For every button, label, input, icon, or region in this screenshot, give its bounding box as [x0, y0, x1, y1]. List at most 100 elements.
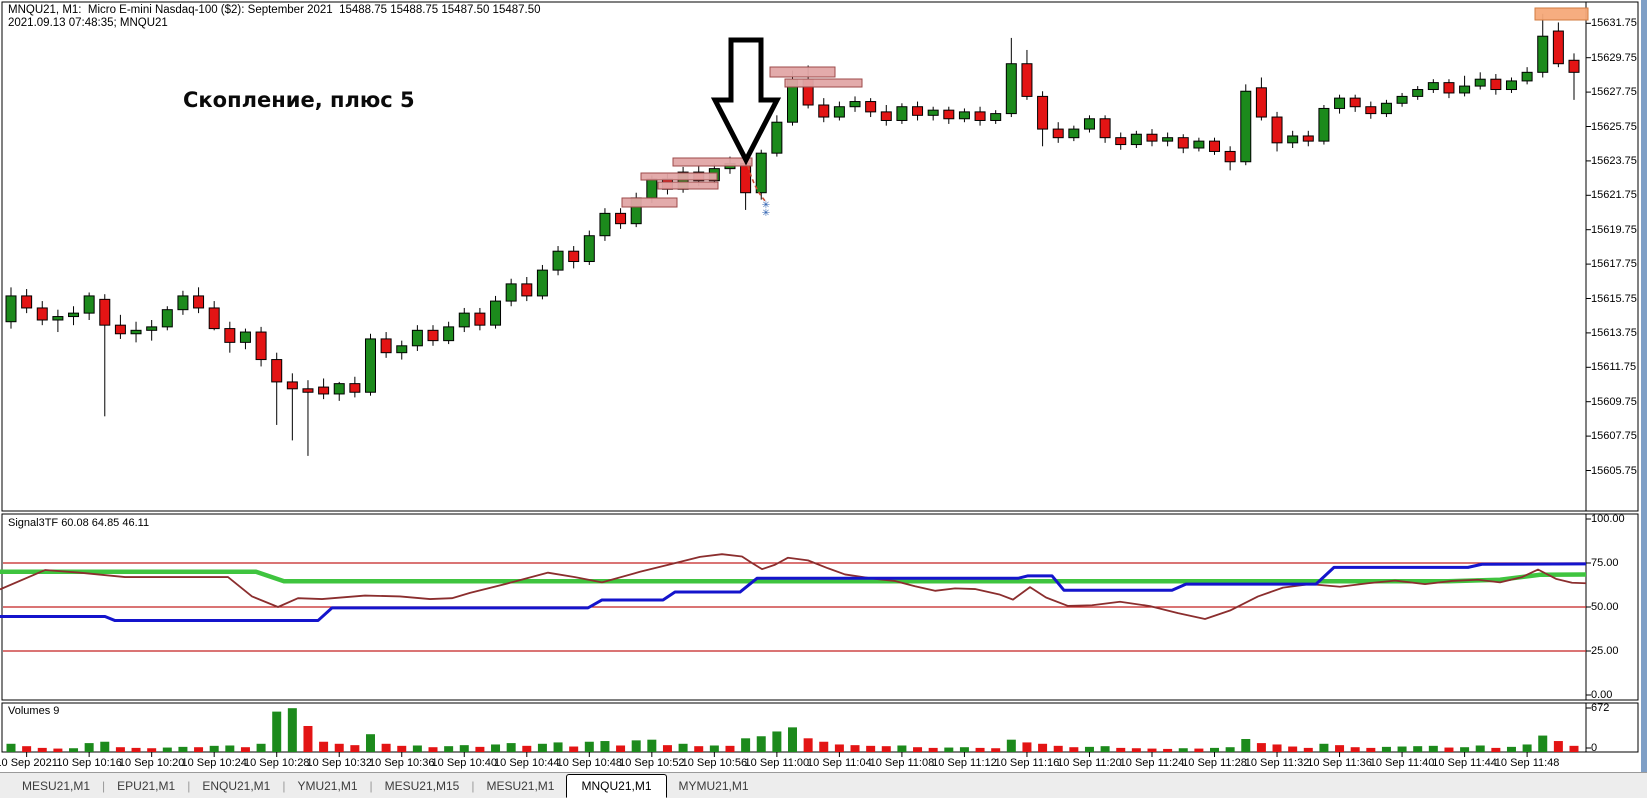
- indicator-pane-label: Signal3TF 60.08 64.85 46.11: [8, 517, 150, 529]
- volume-axis-label: 672: [1591, 702, 1610, 714]
- volume-bar: [1225, 747, 1235, 752]
- candle-body: [1396, 95, 1408, 104]
- consolidation-zone: [657, 181, 719, 190]
- symbol-tab-mesu21-m1[interactable]: MESU21,M1: [486, 778, 555, 793]
- time-axis-label: 10 Sep 10:20: [118, 757, 185, 769]
- indicator-axis-label: 0.00: [1591, 689, 1613, 701]
- candle-body: [1068, 128, 1080, 139]
- volume-bar: [850, 745, 860, 752]
- symbol-tab-enqu21-m1[interactable]: ENQU21,M1: [202, 778, 271, 793]
- time-axis-label: 10 Sep 11:16: [994, 757, 1060, 769]
- time-axis-label: 10 Sep 10:32: [306, 757, 372, 769]
- volume-bar: [897, 745, 907, 752]
- volume-bar: [1335, 745, 1345, 752]
- candle-body: [1021, 63, 1033, 97]
- symbol-tab-epu21-m1[interactable]: EPU21,M1: [117, 778, 176, 793]
- symbol-tab-ymu21-m1[interactable]: YMU21,M1: [297, 778, 358, 793]
- chart-canvas[interactable]: ✳✳: [0, 0, 1647, 772]
- volume-bar: [475, 746, 485, 752]
- candle-body: [896, 106, 908, 121]
- symbol-tab-mymu21-m1[interactable]: MYMU21,M1: [678, 778, 749, 793]
- volume-bar: [1444, 747, 1454, 752]
- volume-bar: [1038, 743, 1048, 752]
- time-axis-label: 10 Sep 11:12: [932, 757, 997, 769]
- candle-body: [818, 104, 830, 118]
- candle-body: [224, 328, 236, 343]
- volume-bar: [694, 746, 704, 752]
- volume-bar: [319, 741, 329, 752]
- star-marker: ✳: [762, 208, 770, 219]
- volume-bar: [584, 741, 594, 752]
- volume-bar: [866, 745, 876, 752]
- time-axis-label: 10 Sep 10:24: [181, 757, 247, 769]
- candle-body: [1380, 102, 1392, 115]
- candle-body: [302, 388, 314, 393]
- candle-body: [599, 212, 611, 237]
- volume-bar: [1413, 746, 1423, 752]
- time-axis-label: 10 Sep 11:24: [1119, 757, 1185, 769]
- candle-body: [396, 345, 408, 354]
- window-edge-strip: [1641, 0, 1647, 772]
- volume-bar: [444, 746, 454, 752]
- volume-bar: [365, 734, 375, 752]
- indicator-axis-label: 100.00: [1591, 513, 1625, 525]
- candle-body: [990, 113, 1002, 121]
- candle-body: [1490, 78, 1502, 91]
- volume-bar: [6, 743, 16, 752]
- volume-bar: [1163, 748, 1173, 752]
- volume-bar: [600, 741, 610, 752]
- candle-body: [1255, 87, 1267, 118]
- candle-body: [1568, 59, 1580, 73]
- consolidation-zone: [769, 66, 836, 78]
- star-marker: ✳: [762, 200, 770, 211]
- candle-body: [865, 101, 877, 113]
- volume-bar: [537, 743, 547, 752]
- candle-body: [521, 283, 533, 297]
- volume-bar: [37, 747, 47, 752]
- time-axis-label: 10 Sep 11:20: [1057, 757, 1122, 769]
- volume-bar: [1506, 746, 1516, 752]
- volume-bar: [819, 741, 829, 752]
- candle-body: [1099, 118, 1111, 139]
- candle-body: [318, 386, 330, 395]
- volume-bar: [1538, 735, 1548, 752]
- volume-bar: [1491, 747, 1501, 752]
- candle-body: [1162, 137, 1174, 142]
- volume-bar: [647, 739, 657, 752]
- candle-body: [193, 295, 205, 309]
- candle-body: [83, 295, 95, 314]
- volume-bar: [1256, 743, 1266, 752]
- candle-body: [427, 329, 439, 342]
- candle-body: [99, 298, 111, 326]
- candle-body: [1224, 150, 1236, 163]
- volume-bar: [334, 743, 344, 752]
- volume-bar: [959, 747, 969, 752]
- volume-bar: [1366, 747, 1376, 752]
- symbol-tab-mesu21-m15[interactable]: MESU21,M15: [384, 778, 460, 793]
- tab-separator: |: [102, 778, 106, 793]
- volume-bar: [22, 746, 32, 752]
- volume-bar: [788, 727, 797, 752]
- volume-bar: [131, 747, 141, 752]
- consolidation-zone: [621, 197, 678, 208]
- candle-body: [490, 300, 502, 326]
- time-axis-label: 10 Sep 11:00: [744, 757, 810, 769]
- candle-body: [1459, 85, 1471, 94]
- candle-body: [1177, 137, 1189, 149]
- volume-bar: [928, 747, 938, 752]
- volume-bar: [115, 747, 125, 752]
- volume-bar: [834, 744, 844, 752]
- candle-body: [411, 329, 423, 347]
- volume-bar: [1428, 745, 1438, 752]
- candle-body: [583, 235, 595, 263]
- symbol-tab-mesu21-m1[interactable]: MESU21,M1: [22, 778, 91, 793]
- candle-body: [1240, 90, 1252, 163]
- symbol-tab-mnqu21-m1[interactable]: MNQU21,M1: [566, 773, 667, 798]
- consolidation-zone: [784, 78, 863, 88]
- candle-body: [615, 212, 627, 225]
- volume-bar: [53, 748, 63, 752]
- volume-bar: [1053, 745, 1063, 752]
- volume-bar: [272, 711, 282, 752]
- candle-body: [927, 109, 939, 116]
